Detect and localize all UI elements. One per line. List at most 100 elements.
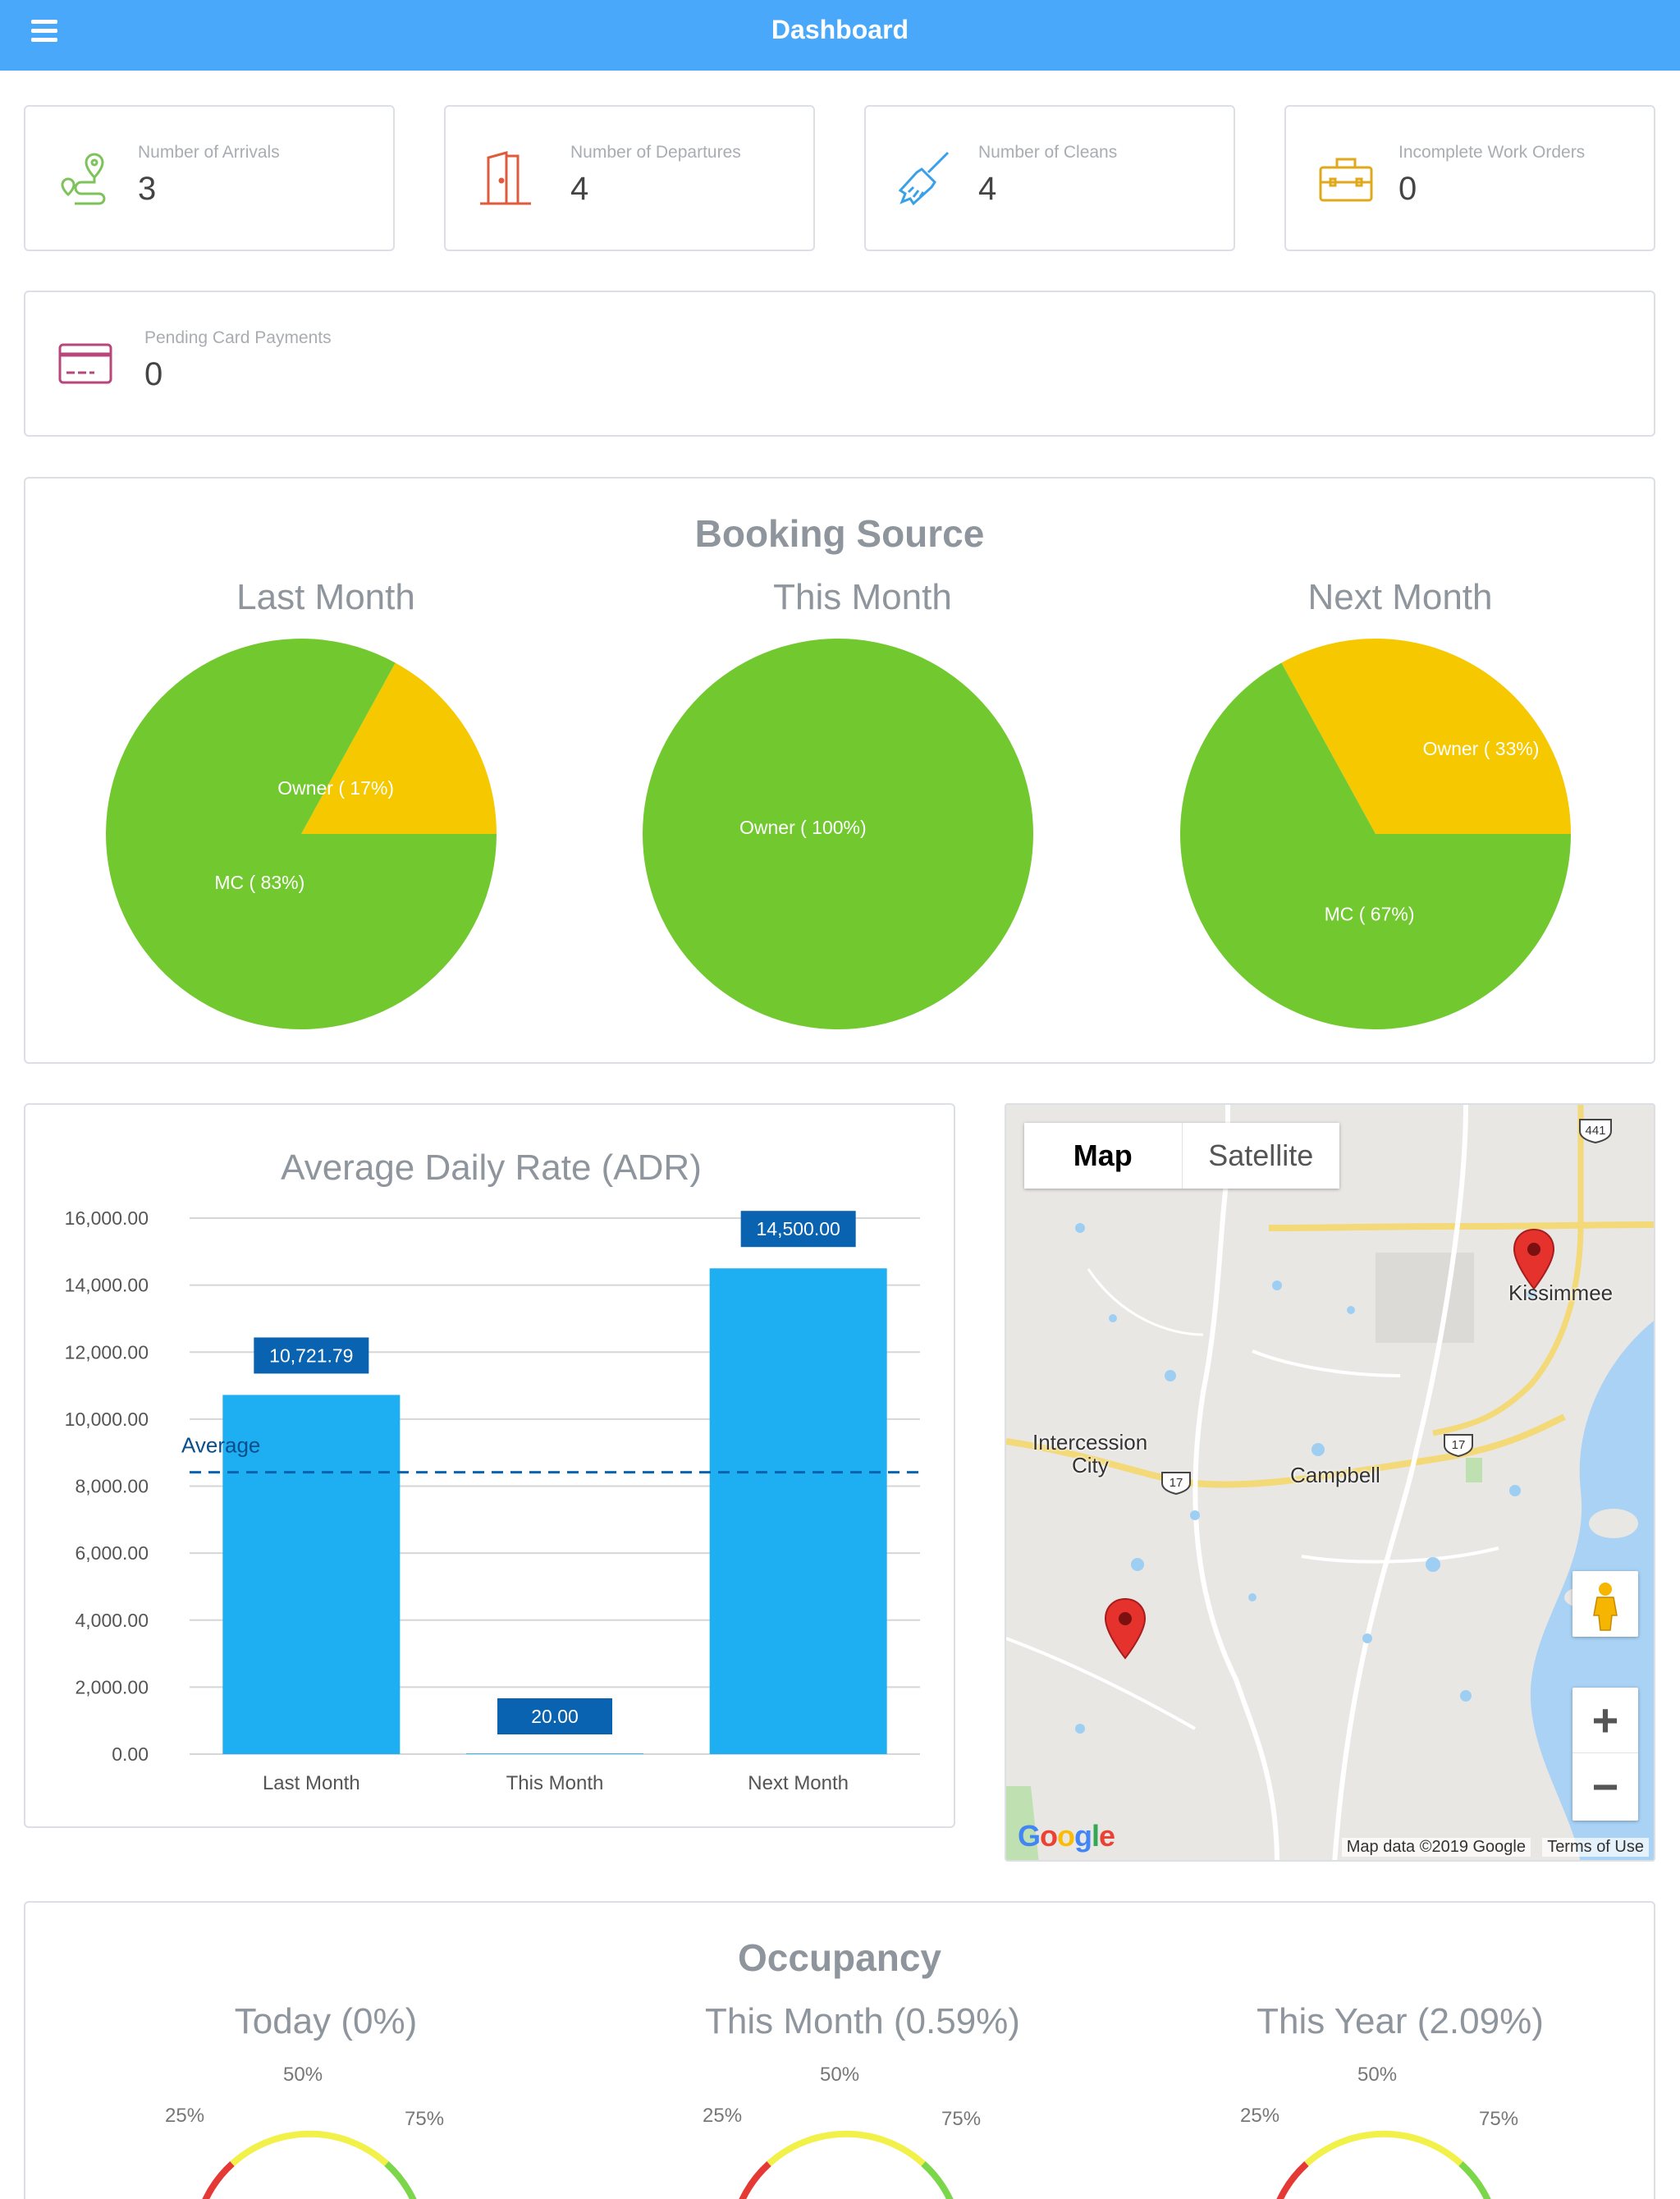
booking-source-title: Booking Source	[694, 512, 985, 555]
road-shield-icon: 441	[1579, 1119, 1612, 1144]
x-tick-label: Next Month	[748, 1772, 849, 1794]
bar-value-label: 14,500.00	[757, 1218, 840, 1239]
stat-card-card-payments[interactable]: Pending Card Payments 0	[24, 291, 1655, 437]
departures-value: 4	[570, 171, 589, 207]
gauge-tick-25: 25%	[1240, 2105, 1280, 2127]
gauge-this-month	[739, 2130, 954, 2199]
arrivals-value: 3	[138, 171, 157, 207]
work-orders-value: 0	[1398, 171, 1417, 207]
pie-chart-next-month: Owner ( 33%) MC ( 67%)	[1180, 639, 1571, 1029]
zoom-out-button[interactable]: −	[1591, 1760, 1619, 1812]
occupancy-title: Occupancy	[738, 1936, 941, 1979]
y-tick-label: 0.00	[112, 1743, 149, 1765]
map-label-campbell: Campbell	[1290, 1463, 1380, 1487]
pie-title-next-month: Next Month	[1307, 577, 1493, 617]
gauge-tick-50: 50%	[820, 2064, 860, 2086]
map-type-toggle[interactable]: Map Satellite	[1024, 1123, 1339, 1189]
adr-chart-card: Average Daily Rate (ADR) 0.00 2,000.00 4,0…	[24, 1103, 955, 1828]
y-tick-label: 2,000.00	[75, 1676, 149, 1697]
gauge-tick-50: 50%	[283, 2064, 323, 2086]
zoom-control: + −	[1572, 1688, 1638, 1821]
pie-title-last-month: Last Month	[236, 577, 415, 617]
departures-label: Number of Departures	[570, 143, 741, 162]
road-shield-label: 17	[1170, 1476, 1183, 1490]
gauge-title-today: Today (0%)	[234, 2001, 418, 2041]
hamburger-menu-icon[interactable]	[31, 20, 57, 42]
pegman-icon[interactable]	[1572, 1571, 1638, 1637]
zoom-in-button[interactable]: +	[1572, 1688, 1638, 1753]
map-label-city: City	[1072, 1453, 1109, 1477]
adr-chart-title: Average Daily Rate (ADR)	[281, 1148, 702, 1188]
map-attribution: Map data ©2019 Google	[1341, 1838, 1531, 1857]
route-icon	[61, 153, 106, 205]
gauge-today	[202, 2130, 417, 2199]
bar-value-label: 20.00	[531, 1706, 579, 1727]
pie-slice-label: MC ( 67%)	[1325, 904, 1415, 925]
stat-card-departures[interactable]: Number of Departures 4	[444, 105, 815, 251]
gauge-tick-25: 25%	[165, 2105, 205, 2127]
card-payments-value: 0	[144, 356, 163, 392]
y-tick-label: 12,000.00	[65, 1341, 149, 1363]
work-orders-label: Incomplete Work Orders	[1398, 143, 1586, 162]
stat-card-cleans[interactable]: Number of Cleans 4	[864, 105, 1235, 251]
broom-icon	[898, 151, 950, 206]
pie-slice-label: Owner ( 33%)	[1423, 738, 1540, 759]
gauge-title-this-month: This Month (0.59%)	[705, 2001, 1020, 2041]
page-title: Dashboard	[771, 15, 909, 44]
bar-value-label-bg	[740, 1211, 856, 1248]
credit-card-icon	[58, 343, 112, 384]
pie-chart-last-month: Owner ( 17%) MC ( 83%)	[106, 639, 497, 1029]
door-icon	[480, 151, 531, 205]
satellite-tab[interactable]: Satellite	[1181, 1123, 1340, 1189]
google-logo[interactable]: Google	[1018, 1819, 1115, 1853]
gauge-tick-75: 75%	[941, 2108, 982, 2130]
pie-slice	[1180, 662, 1571, 1029]
road-shield-icon: 17	[1444, 1434, 1473, 1458]
toolbox-icon	[1319, 158, 1373, 202]
map-canvas[interactable]	[1006, 1105, 1655, 1862]
y-tick-label: 14,000.00	[65, 1275, 149, 1296]
map-label-intercession: Intercession	[1032, 1430, 1148, 1455]
bar	[222, 1395, 401, 1754]
map-marker-icon[interactable]	[1103, 1597, 1147, 1661]
pie-chart-this-month: Owner ( 100%)	[643, 639, 1033, 1029]
terms-of-use-link[interactable]: Terms of Use	[1542, 1838, 1649, 1857]
booking-source-card: Booking Source Last Month This Month Nex…	[24, 477, 1655, 1064]
bar	[466, 1753, 643, 1754]
average-label: Average	[181, 1433, 260, 1458]
stat-card-work-orders[interactable]: Incomplete Work Orders 0	[1284, 105, 1655, 251]
arrivals-label: Number of Arrivals	[138, 143, 280, 162]
pie-slice	[301, 662, 497, 834]
gauge-title-this-year: This Year (2.09%)	[1257, 2001, 1544, 2041]
pie-title-this-month: This Month	[773, 577, 952, 617]
map-marker-icon[interactable]	[1512, 1228, 1556, 1292]
adr-bar-chart: 0.00 2,000.00 4,000.00 6,000.00 8,000.00 10,0…	[65, 1207, 920, 1794]
pie-slice	[106, 639, 497, 1029]
stat-card-arrivals[interactable]: Number of Arrivals 3	[24, 105, 395, 251]
y-tick-label: 10,000.00	[65, 1409, 149, 1430]
y-tick-label: 6,000.00	[75, 1542, 149, 1564]
pie-slice	[643, 639, 1033, 1029]
pie-slice	[1281, 639, 1571, 834]
map-label-kissimmee: Kissimmee	[1508, 1280, 1614, 1305]
bar-value-label-bg	[254, 1337, 369, 1374]
y-tick-label: 16,000.00	[65, 1207, 149, 1229]
gauge-tick-75: 75%	[1479, 2108, 1519, 2130]
road-shield-icon: 17	[1161, 1472, 1191, 1496]
x-tick-label: This Month	[506, 1772, 604, 1794]
pie-slice-label: Owner ( 100%)	[739, 817, 867, 838]
card-payments-label: Pending Card Payments	[144, 328, 332, 347]
cleans-label: Number of Cleans	[978, 143, 1118, 162]
map-tab[interactable]: Map	[1073, 1138, 1133, 1172]
gauge-tick-25: 25%	[703, 2105, 743, 2127]
gauge-this-year	[1276, 2130, 1491, 2199]
gauge-tick-50: 50%	[1357, 2064, 1398, 2086]
x-tick-label: Last Month	[263, 1772, 360, 1794]
road-shield-label: 441	[1585, 1124, 1605, 1138]
cleans-value: 4	[978, 171, 997, 207]
y-tick-label: 4,000.00	[75, 1610, 149, 1631]
top-bar: Dashboard	[0, 0, 1680, 71]
map-view[interactable]: Map Satellite Kissimmee Intercession Cit…	[1005, 1103, 1655, 1862]
y-tick-label: 8,000.00	[75, 1476, 149, 1497]
pie-slice-label: MC ( 83%)	[214, 872, 304, 893]
